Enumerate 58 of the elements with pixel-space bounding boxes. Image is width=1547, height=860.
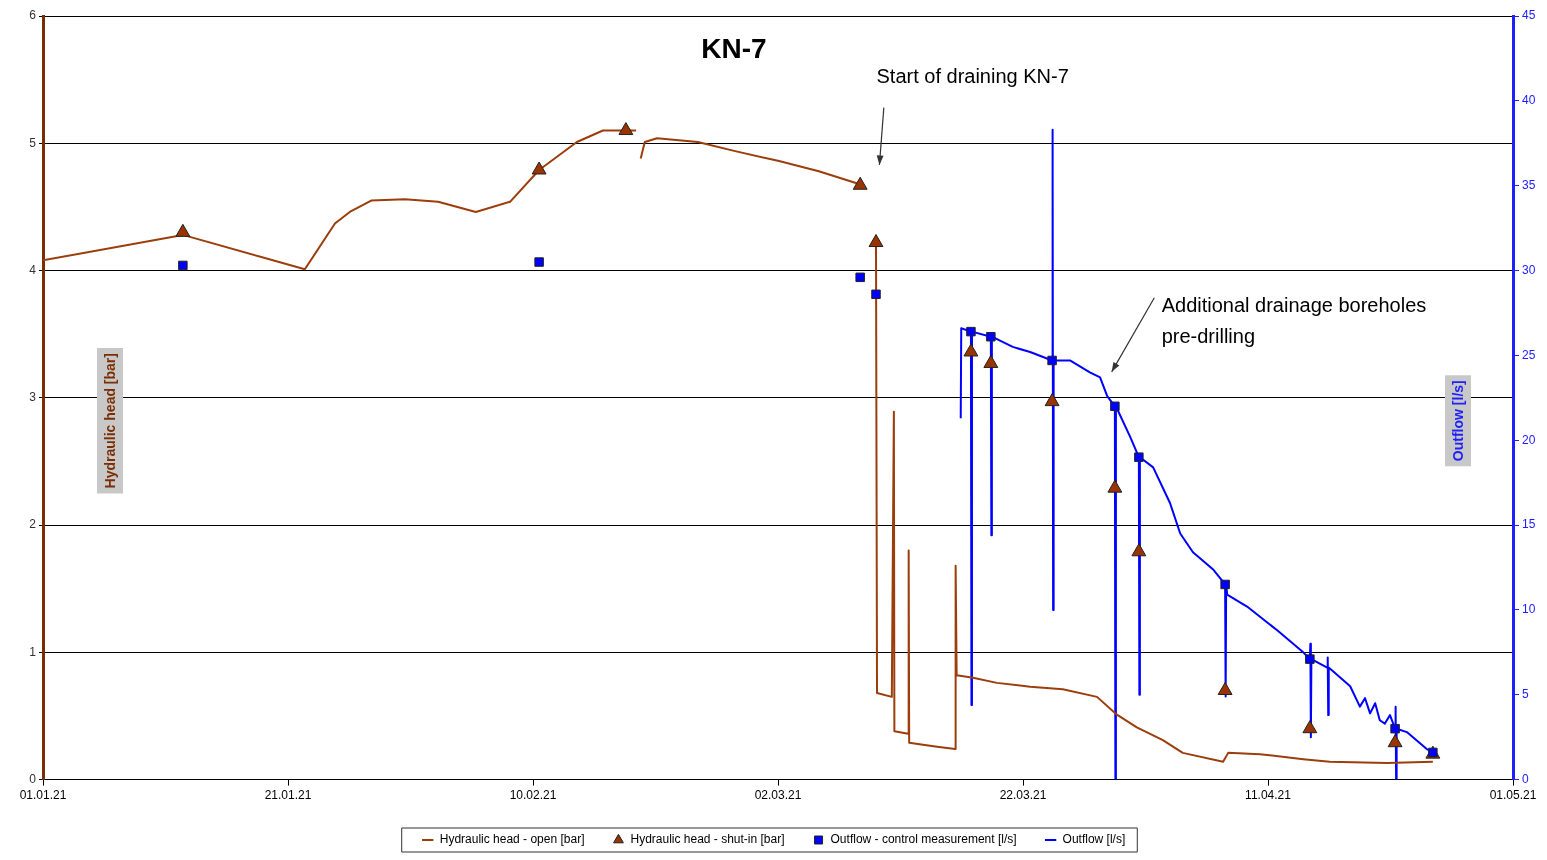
x-tick-label: 21.01.21 (264, 788, 312, 803)
x-tick-label: 01.05.21 (1489, 788, 1537, 803)
point (1044, 393, 1060, 407)
y-tick-label: 5 (29, 135, 37, 150)
y-tick-label: 4 (29, 262, 37, 277)
point (871, 289, 881, 300)
legend-label: Outflow [l/s] (1062, 832, 1126, 847)
point (1110, 401, 1120, 412)
x-tick-label: 10.02.21 (509, 788, 557, 803)
point (1047, 355, 1057, 366)
point (1107, 479, 1123, 493)
y2-tick-label: 20 (1522, 432, 1536, 447)
y2-tick-label: 5 (1522, 687, 1529, 702)
legend-label: Hydraulic head - shut-in [bar] (630, 832, 785, 847)
point (1302, 720, 1318, 734)
y2-tick-label: 40 (1522, 93, 1536, 108)
y-axis-title: Hydraulic head [bar] (101, 353, 118, 489)
y2-tick-label: 30 (1522, 262, 1536, 277)
y2-tick-label: 45 (1522, 8, 1536, 23)
annotation: Additional drainage boreholes pre-drilling (1161, 293, 1427, 347)
point (178, 260, 188, 271)
y-tick-label: 3 (29, 390, 37, 405)
point (963, 343, 979, 357)
legend-label: Hydraulic head - open [bar] (439, 832, 585, 847)
point (966, 326, 976, 337)
point (534, 257, 544, 267)
point (175, 223, 191, 237)
point (1387, 734, 1403, 748)
y-tick-label: 1 (29, 644, 37, 659)
y-tick-label: 0 (29, 771, 37, 786)
text: KN-7 (701, 32, 767, 64)
point (852, 176, 868, 190)
point (1220, 579, 1230, 590)
point (868, 234, 884, 248)
point (855, 272, 865, 283)
y2-tick-label: 15 (1522, 517, 1536, 532)
y2-axis-title: Outflow [l/s] (1449, 380, 1466, 462)
y2-tick-label: 0 (1522, 771, 1529, 786)
y2-tick-label: 10 (1522, 602, 1536, 617)
point (531, 161, 547, 175)
x-tick-label: 11.04.21 (1245, 788, 1292, 803)
x-tick-label: 01.01.21 (19, 788, 67, 803)
point (1390, 723, 1400, 734)
x-tick-label: 22.03.21 (999, 788, 1047, 803)
annotation: Start of draining KN-7 (876, 65, 1069, 88)
point (983, 354, 999, 368)
y-tick-label: 6 (29, 8, 37, 23)
point (1305, 654, 1315, 664)
point (1134, 452, 1144, 462)
point (1217, 682, 1233, 696)
y-tick-label: 2 (29, 517, 37, 532)
y2-tick-label: 25 (1522, 347, 1536, 362)
x-tick-label: 02.03.21 (754, 788, 802, 803)
point (1131, 543, 1147, 557)
point (618, 122, 634, 136)
legend-label: Outflow - control measurement [l/s] (830, 832, 1017, 847)
point (986, 331, 996, 342)
y2-tick-label: 35 (1522, 178, 1536, 192)
